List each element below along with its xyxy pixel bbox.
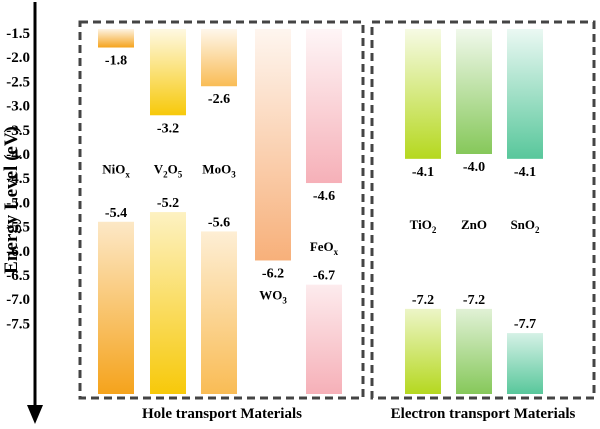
- y-tick-label: -5.0: [6, 195, 30, 211]
- y-tick-label: -5.5: [6, 220, 30, 236]
- vb-value-label: -6.7: [313, 269, 335, 284]
- group-frame: [78, 20, 365, 400]
- y-tick-label: -2.0: [6, 50, 30, 66]
- labels-layer: Hole transport Materials Electron transpo…: [102, 54, 575, 422]
- cb-value-label: -4.1: [412, 165, 434, 180]
- cb-value-label: -4.6: [313, 189, 335, 204]
- y-tick-label: -3.0: [6, 99, 30, 115]
- vb-value-label: -5.2: [157, 196, 179, 211]
- vb-value-label: -7.2: [463, 293, 485, 308]
- cb-value-label: -6.2: [262, 266, 284, 281]
- vb-value-label: -5.6: [208, 215, 230, 230]
- cb-bar: [255, 29, 291, 261]
- cb-bar: [306, 29, 342, 184]
- vb-bar: [98, 221, 134, 394]
- cb-bar: [201, 29, 237, 87]
- bars-layer: [98, 29, 543, 394]
- material-name: V2O5: [154, 162, 183, 180]
- material-name: FeOx: [310, 239, 339, 257]
- group-frame: [370, 20, 596, 400]
- material-name: MoO3: [202, 162, 236, 180]
- vb-value-label: -5.4: [105, 206, 127, 221]
- cb-bar: [98, 29, 134, 48]
- vb-bar: [150, 212, 186, 394]
- vb-bar: [456, 308, 492, 394]
- y-tick-label: -7.5: [6, 316, 30, 332]
- group-label: Hole transport Materials: [142, 406, 302, 422]
- y-tick-label: -6.0: [6, 244, 30, 260]
- material-name: WO3: [259, 287, 287, 305]
- material-name: ZnO: [461, 217, 487, 232]
- y-tick-label: -2.5: [6, 74, 30, 90]
- y-tick-label: -4.0: [6, 147, 30, 163]
- cb-bar: [507, 29, 543, 159]
- cb-bar: [405, 29, 441, 159]
- material-name: SnO2: [510, 217, 540, 235]
- cb-value-label: -4.0: [463, 160, 485, 175]
- y-axis-title: Energy Level (eV): [1, 126, 22, 274]
- vb-bar: [507, 333, 543, 394]
- y-tick-label: -6.5: [6, 268, 30, 284]
- vb-value-label: -7.7: [514, 317, 536, 332]
- cb-value-label: -3.2: [157, 121, 179, 136]
- cb-bar: [456, 29, 492, 154]
- material-name: TiO2: [410, 217, 437, 235]
- y-tick-label: -1.5: [6, 26, 30, 42]
- vb-bar: [201, 231, 237, 394]
- y-axis-arrowhead: [27, 405, 43, 424]
- group-frames: [78, 20, 596, 400]
- y-axis: -1.5 -2.0 -2.5 -3.0 -3.5 -4.0 -4.5 -5.0 -5.5 -6.0…: [1, 2, 43, 424]
- vb-value-label: -7.2: [412, 293, 434, 308]
- y-tick-label: -3.5: [6, 123, 30, 139]
- cb-bar: [150, 29, 186, 116]
- vb-bar: [306, 284, 342, 394]
- vb-bar: [405, 308, 441, 394]
- group-label: Electron transport Materials: [391, 406, 576, 422]
- y-tick-label: -4.5: [6, 171, 30, 187]
- material-name: NiOx: [102, 162, 130, 180]
- cb-value-label: -2.6: [208, 92, 230, 107]
- y-tick-label: -7.0: [6, 292, 30, 308]
- cb-value-label: -1.8: [105, 54, 127, 69]
- cb-value-label: -4.1: [514, 165, 536, 180]
